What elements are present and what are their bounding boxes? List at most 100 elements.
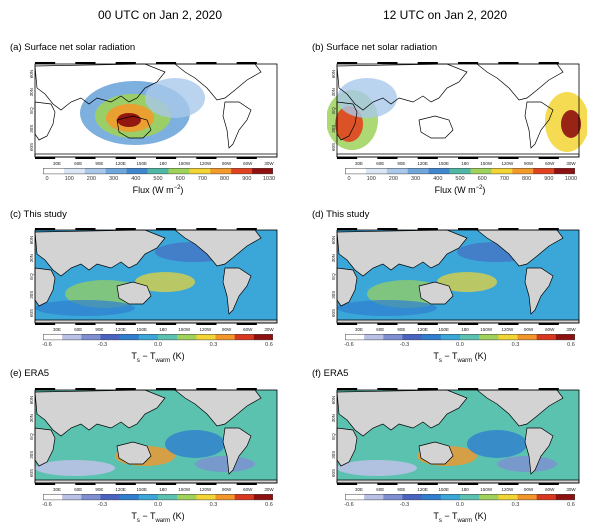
colorbar-tick-label: 0.0 (456, 502, 464, 508)
continent-africa (34, 101, 56, 141)
frame-tick (115, 388, 136, 390)
lon-label: 90E (397, 487, 405, 492)
colorbar-segment (100, 334, 120, 340)
lon-label: 30W (264, 327, 274, 332)
colorbar-segment (158, 494, 178, 500)
frame-tick (35, 62, 56, 64)
lat-label: 60N (331, 70, 336, 78)
frame-tick (458, 483, 479, 485)
map-panel-c: 60N 30N EQ 30S 60S 30E 60E 90E 120E 150E 180 150W 12… (29, 228, 278, 332)
continent-asia (34, 63, 166, 111)
colorbar-tick-label: 900 (242, 176, 252, 182)
lat-label: 60S (29, 309, 34, 317)
frame-tick (156, 62, 177, 64)
continent-africa (34, 267, 56, 307)
panel-label-b: (b) Surface net solar radiation (312, 42, 438, 53)
colorbar-title: Flux (W m−2) (132, 185, 184, 195)
field-patch (437, 272, 497, 292)
colorbar-segment (196, 334, 216, 340)
lon-label: 90E (95, 327, 103, 332)
frame-tick (196, 483, 217, 485)
colorbar-segment (470, 168, 492, 174)
colorbar-tick-label: 100 (366, 176, 376, 182)
colorbar-tick-label: 0 (347, 176, 351, 182)
lat-label: 30S (331, 451, 336, 459)
field-patch (145, 78, 205, 118)
colorbar-title: Ts − Twarm (K) (131, 511, 185, 524)
map-panel-e: 60N 30N EQ 30S 60S 30E 60E 90E 120E 150E 180 150W 12… (29, 388, 278, 492)
lat-label: 30N (29, 414, 34, 422)
colorbar-segment (440, 334, 461, 340)
map-panel-a: 60N 30N EQ 30S 60S 30E 60E 90E 120E 150E 180 150W 12… (29, 62, 278, 166)
colorbar-frame (345, 168, 575, 175)
colorbar-segment (177, 494, 197, 500)
colorbar-tick-label: -0.3 (399, 502, 410, 508)
colorbar-segment (234, 334, 255, 340)
lon-label: 30E (53, 161, 61, 166)
frame-tick (115, 483, 136, 485)
field-patch (497, 456, 557, 472)
lon-label: 150W (178, 487, 191, 492)
lon-label: 30W (566, 327, 576, 332)
lon-label: 60E (74, 487, 82, 492)
frame-tick (156, 483, 177, 485)
colorbar-segment (119, 334, 140, 340)
colorbar-segment (533, 168, 555, 174)
frame-tick (115, 323, 136, 325)
colorbar-segment (421, 494, 442, 500)
lon-label: 90E (95, 487, 103, 492)
lon-label: 60W (243, 487, 253, 492)
lat-label: 60N (29, 236, 34, 244)
frame-tick (417, 157, 438, 159)
colorbar-segment (196, 494, 216, 500)
colorbar-gradient (43, 494, 273, 501)
continent-africa (336, 101, 358, 141)
lon-label: 150E (137, 161, 148, 166)
frame-tick (115, 228, 136, 230)
panel-label-f: (f) ERA5 (312, 368, 349, 379)
frame-tick (35, 483, 56, 485)
lon-label: 60E (74, 161, 82, 166)
lon-label: 120W (502, 487, 515, 492)
frame-tick (498, 157, 519, 159)
lon-label: 150W (178, 161, 191, 166)
lon-label: 150W (480, 487, 493, 492)
lon-label: 90W (222, 327, 232, 332)
lon-label: 150W (178, 327, 191, 332)
colorbar-segment (253, 334, 273, 340)
lon-label: 30E (53, 487, 61, 492)
colorbar-tick-label: 200 (388, 176, 398, 182)
colorbar-segment (43, 334, 63, 340)
colorbar-gradient (43, 334, 273, 341)
colorbar-tick-label: 0.3 (209, 502, 218, 508)
colorbar-segment (210, 168, 232, 174)
colorbar-segment (517, 494, 537, 500)
continent-northamerica (174, 229, 262, 267)
lat-label: 60S (331, 309, 336, 317)
colorbar-segment (365, 168, 388, 174)
frame-tick (236, 483, 257, 485)
lon-label: 150W (480, 161, 493, 166)
colorbar-tick-label: 700 (197, 176, 207, 182)
lon-label: 120W (200, 327, 213, 332)
colorbar-tick-label: 400 (131, 176, 141, 182)
colorbar-tick-label: 500 (153, 176, 163, 182)
colorbar-segment (554, 168, 575, 174)
continent-southamerica (222, 267, 252, 315)
colorbar-segment (177, 334, 197, 340)
lon-label: 90E (397, 161, 405, 166)
frame-tick (377, 483, 398, 485)
field-patch (135, 272, 195, 292)
colorbar-segment (498, 494, 518, 500)
frame-tick (498, 483, 519, 485)
colorbar-tick-label: 300 (109, 176, 119, 182)
colorbar-ticks: 0 100 200 300 400 500 600 700 800 900 1030 (43, 176, 275, 184)
lat-label: 60N (331, 396, 336, 404)
colorbar-tick-label: 0.6 (265, 502, 273, 508)
lon-label: 150E (439, 487, 450, 492)
colorbar-segment (43, 168, 65, 174)
colorbar-gradient (345, 334, 575, 341)
colorbar-ticks: -0.6 -0.3 0.0 0.3 0.6 (344, 502, 575, 510)
colorbar-tick-label: 800 (220, 176, 230, 182)
colorbar-segment (555, 334, 575, 340)
